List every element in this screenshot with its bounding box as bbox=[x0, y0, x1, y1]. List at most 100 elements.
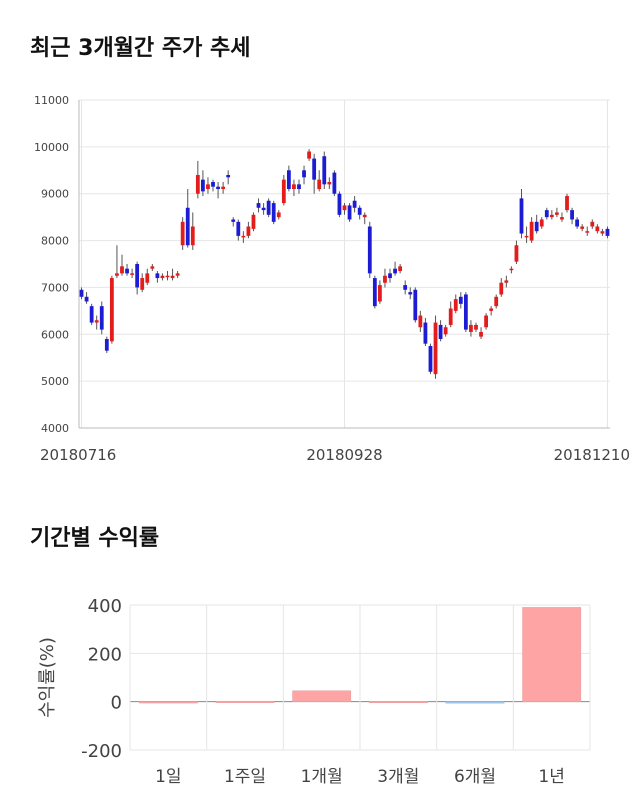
candle-up bbox=[170, 275, 175, 279]
candle-up bbox=[190, 226, 195, 246]
candle-down bbox=[352, 200, 357, 208]
candle-up bbox=[560, 217, 564, 220]
candle-up bbox=[94, 320, 99, 323]
x-tick-label: 20181210 bbox=[554, 446, 630, 464]
candle-down bbox=[372, 278, 377, 307]
price-chart-title: 최근 3개월간 주가 추세 bbox=[30, 36, 251, 61]
candle-up bbox=[130, 273, 134, 275]
candle-down bbox=[605, 228, 610, 236]
candle-up bbox=[580, 226, 585, 229]
candle-up bbox=[484, 315, 488, 328]
y-tick-label: 5000 bbox=[41, 375, 69, 388]
candle-up bbox=[433, 322, 438, 375]
candle-up bbox=[595, 226, 600, 232]
y-tick-label: -200 bbox=[81, 741, 122, 762]
candle-up bbox=[489, 308, 494, 311]
candle-down bbox=[256, 203, 261, 208]
candle-down bbox=[428, 346, 433, 372]
candle-up bbox=[378, 285, 382, 302]
candle-up bbox=[307, 151, 311, 159]
candle-up bbox=[180, 221, 185, 246]
candle-down bbox=[458, 296, 463, 304]
x-category-label: 6개월 bbox=[454, 767, 496, 787]
candle-down bbox=[236, 221, 241, 236]
candle-up bbox=[292, 184, 296, 190]
candle-up bbox=[398, 266, 403, 272]
candle-up bbox=[145, 273, 150, 283]
candle-up bbox=[448, 308, 453, 325]
candle-down bbox=[89, 306, 94, 323]
candle-up bbox=[514, 245, 519, 262]
candle-up bbox=[494, 296, 499, 307]
y-tick-label: 0 bbox=[111, 693, 122, 714]
x-category-label: 1일 bbox=[155, 767, 181, 787]
candle-down bbox=[388, 273, 392, 279]
candle-down bbox=[337, 193, 342, 215]
candle-down bbox=[544, 210, 549, 218]
x-category-label: 1주일 bbox=[224, 767, 266, 787]
price-trend-chart: 4000 5000 6000 7000 8000 9000 10000 11000 201807… bbox=[34, 94, 630, 464]
candle-up bbox=[140, 278, 145, 290]
candle-down bbox=[413, 289, 418, 321]
candle-up bbox=[251, 214, 256, 229]
candle-down bbox=[438, 324, 443, 339]
return-bar bbox=[292, 690, 352, 702]
candle-down bbox=[357, 207, 362, 215]
candle-down bbox=[367, 226, 372, 274]
candle-up bbox=[549, 214, 554, 218]
candle-down bbox=[403, 285, 408, 290]
candle-up bbox=[499, 282, 504, 295]
y-tick-label: 7000 bbox=[41, 281, 69, 294]
candle-down bbox=[312, 158, 317, 180]
candle-down bbox=[266, 200, 271, 215]
candle-up bbox=[469, 324, 473, 332]
candle-up bbox=[195, 174, 200, 194]
x-tick-label: 20180928 bbox=[306, 446, 382, 464]
candle-down bbox=[125, 268, 129, 274]
candle-down bbox=[322, 156, 327, 185]
candle-up bbox=[109, 278, 114, 342]
candle-up bbox=[524, 235, 529, 238]
candle-up bbox=[150, 266, 155, 269]
candle-up bbox=[175, 273, 180, 276]
candle-down bbox=[423, 322, 428, 344]
candle-down bbox=[463, 294, 468, 330]
candle-down bbox=[216, 186, 220, 190]
candle-up bbox=[160, 275, 165, 279]
candle-up bbox=[565, 196, 569, 211]
candle-up bbox=[327, 182, 332, 185]
candle-up bbox=[115, 273, 119, 276]
candle-up bbox=[342, 205, 347, 211]
candle-down bbox=[408, 292, 413, 295]
y-tick-label: 200 bbox=[88, 644, 122, 665]
candle-down bbox=[332, 172, 337, 194]
x-tick-label: 20180716 bbox=[40, 446, 116, 464]
y-tick-label: 11000 bbox=[34, 94, 69, 107]
x-category-label: 1년 bbox=[538, 767, 564, 787]
candle-down bbox=[286, 170, 291, 190]
candle-down bbox=[135, 264, 140, 288]
candle-down bbox=[393, 268, 397, 274]
return-bar bbox=[445, 701, 505, 704]
candle-up bbox=[600, 231, 605, 234]
candle-up bbox=[585, 231, 590, 233]
return-bar bbox=[138, 701, 198, 704]
candle-up bbox=[474, 324, 478, 330]
y-tick-label: 6000 bbox=[41, 328, 69, 341]
candle-up bbox=[539, 219, 544, 227]
candle-down bbox=[231, 219, 236, 222]
y-tick-label: 10000 bbox=[34, 141, 69, 154]
x-category-label: 3개월 bbox=[377, 767, 419, 787]
candle-up bbox=[362, 214, 367, 218]
candle-up bbox=[206, 184, 210, 190]
return-bar bbox=[522, 607, 582, 702]
candle-up bbox=[317, 179, 322, 190]
candle-up bbox=[120, 266, 124, 274]
candle-up bbox=[383, 275, 387, 283]
candle-up bbox=[246, 226, 251, 236]
candle-down bbox=[211, 182, 215, 187]
return-bar bbox=[215, 700, 275, 703]
return-bar bbox=[368, 701, 428, 704]
candle-down bbox=[84, 296, 89, 302]
